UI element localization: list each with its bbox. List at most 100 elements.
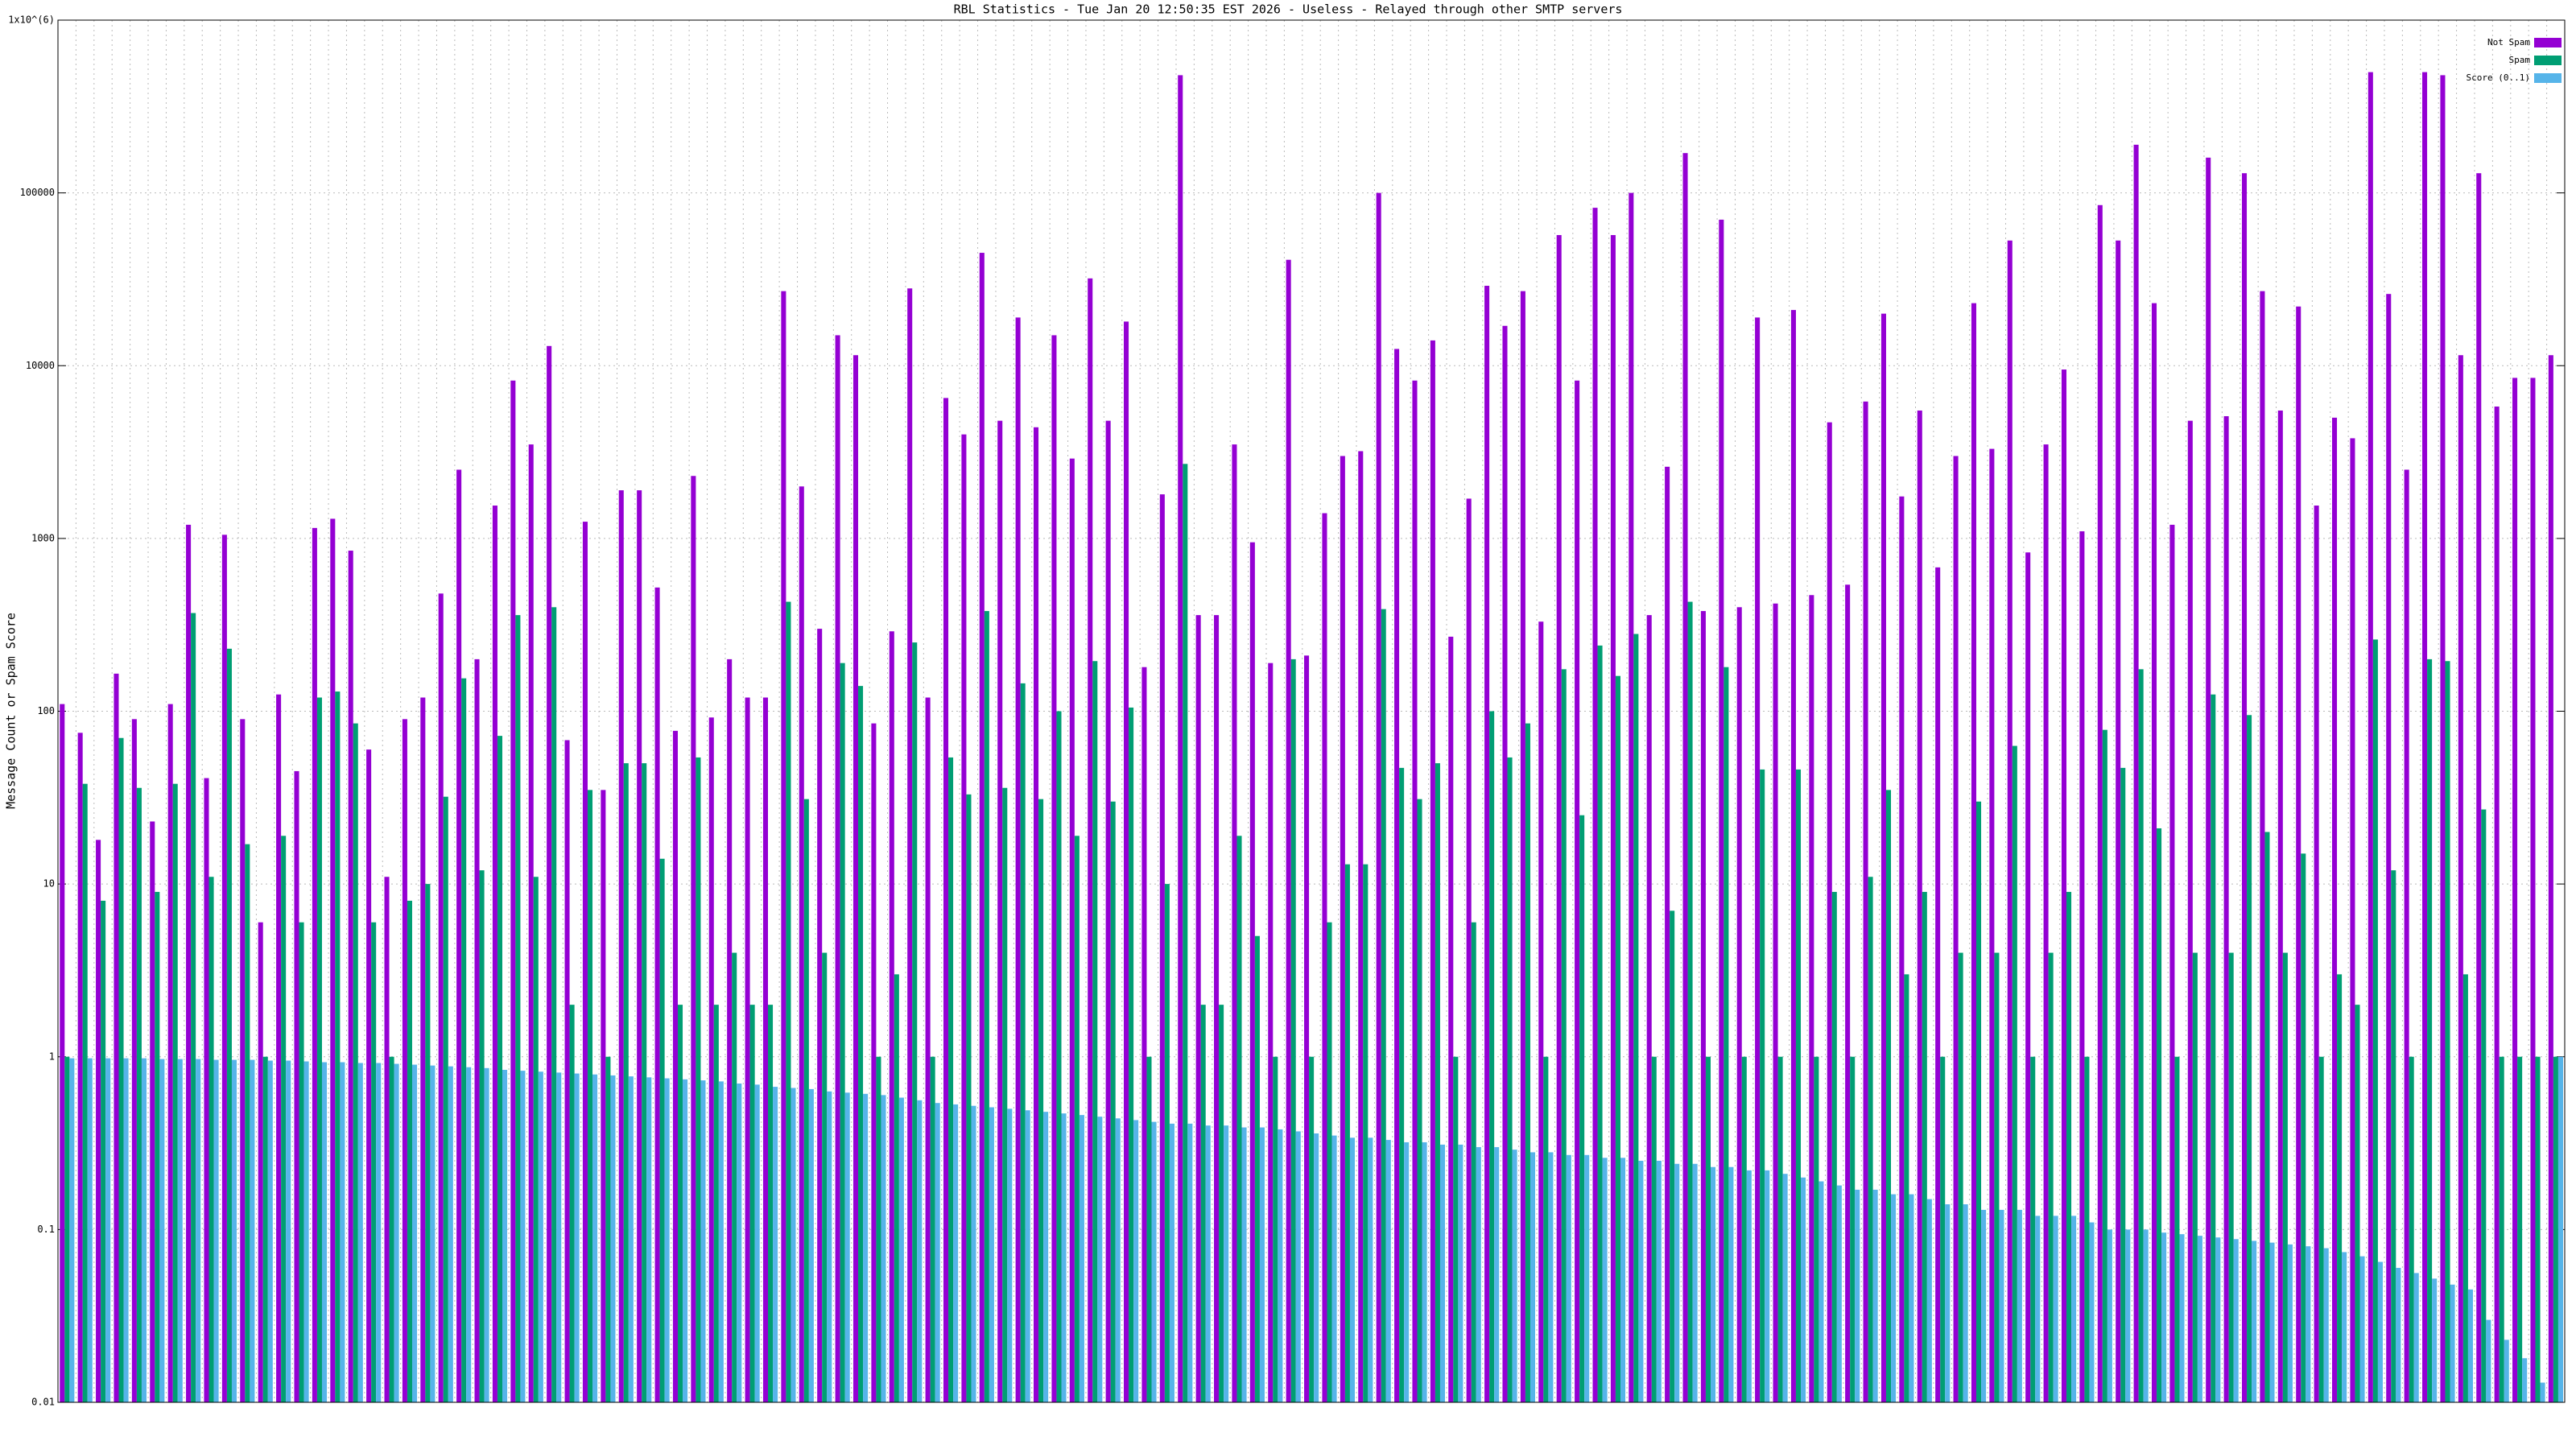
- bar: [610, 1075, 616, 1402]
- bar: [1710, 1166, 1716, 1402]
- bar: [1953, 456, 1959, 1402]
- bar: [2404, 469, 2409, 1403]
- bar: [538, 1071, 543, 1402]
- bar: [1687, 601, 1693, 1402]
- bar: [2553, 1056, 2558, 1402]
- y-tick-label: 100000: [20, 187, 55, 198]
- bar: [2377, 1261, 2383, 1402]
- bar: [718, 1081, 724, 1402]
- bar: [844, 1092, 850, 1402]
- bar: [1868, 877, 1873, 1402]
- bar: [515, 615, 521, 1402]
- bar: [1183, 464, 1188, 1402]
- bar: [303, 1061, 309, 1402]
- bar: [556, 1072, 562, 1402]
- bar: [411, 1064, 418, 1402]
- bar: [840, 663, 845, 1402]
- bar: [1958, 952, 1963, 1402]
- bar: [696, 757, 701, 1402]
- bar: [876, 1056, 881, 1402]
- bar: [2323, 1248, 2329, 1402]
- bar: [2174, 1056, 2180, 1402]
- bar: [677, 1005, 683, 1402]
- bar: [208, 877, 214, 1402]
- bar: [438, 593, 444, 1402]
- bar: [240, 719, 246, 1402]
- bar: [1124, 321, 1129, 1402]
- bar: [1169, 1123, 1174, 1402]
- bar: [1880, 313, 1886, 1402]
- bar: [1765, 1170, 1770, 1402]
- bar: [2530, 378, 2536, 1403]
- bar: [2504, 1340, 2509, 1402]
- bar: [1484, 286, 1490, 1403]
- bar: [1105, 420, 1111, 1402]
- bar: [1827, 422, 1832, 1402]
- bar: [2522, 1358, 2528, 1402]
- bar: [768, 1005, 774, 1402]
- bar: [574, 1073, 580, 1402]
- bar: [136, 787, 142, 1402]
- bar: [77, 733, 83, 1402]
- bar: [817, 629, 823, 1402]
- bar: [2476, 173, 2482, 1402]
- bar: [2228, 952, 2234, 1402]
- bar: [1831, 891, 1837, 1402]
- bar: [1376, 192, 1381, 1402]
- bar: [1945, 1204, 1951, 1402]
- bar: [1129, 707, 1134, 1402]
- bar: [2192, 952, 2198, 1402]
- bar: [1200, 1005, 1206, 1402]
- bar: [1646, 615, 1652, 1402]
- bar: [1736, 607, 1742, 1402]
- bar: [376, 1063, 382, 1402]
- bar: [1592, 208, 1598, 1403]
- bar: [659, 858, 665, 1402]
- bar: [953, 1104, 959, 1402]
- bar: [1439, 1144, 1446, 1402]
- y-tick-label: 0.01: [31, 1397, 55, 1408]
- bar: [827, 1091, 832, 1402]
- bar: [394, 1063, 399, 1402]
- bar: [1007, 1108, 1013, 1402]
- bar: [2125, 1229, 2131, 1402]
- bar: [2427, 658, 2433, 1402]
- bar: [1187, 1123, 1193, 1402]
- bar: [1314, 1133, 1319, 1402]
- bar: [898, 1097, 904, 1402]
- bar: [971, 1105, 976, 1402]
- bar: [2350, 438, 2355, 1402]
- bar: [2287, 1244, 2293, 1402]
- y-tick-label: 1x10^(6): [8, 14, 55, 26]
- bar: [510, 380, 516, 1403]
- bar: [1435, 763, 1440, 1402]
- bar: [123, 1058, 129, 1402]
- bar: [1845, 584, 1851, 1402]
- bar: [863, 1093, 869, 1402]
- bar: [250, 1059, 255, 1402]
- bar: [1015, 317, 1021, 1403]
- bar: [1088, 278, 1093, 1403]
- bar: [1904, 974, 1909, 1402]
- bar: [60, 704, 65, 1402]
- bar: [1146, 1056, 1152, 1402]
- bar: [1002, 787, 1008, 1402]
- bar: [2486, 1319, 2491, 1402]
- bar: [2179, 1234, 2185, 1402]
- bar: [1981, 1209, 1987, 1402]
- bar: [984, 611, 989, 1402]
- bar: [430, 1065, 436, 1402]
- bar: [1584, 1154, 1590, 1402]
- bar: [1615, 675, 1620, 1402]
- bar: [2277, 410, 2283, 1403]
- bar: [2030, 1056, 2036, 1402]
- bar: [1249, 542, 1255, 1403]
- bar: [732, 952, 737, 1402]
- bar: [1069, 458, 1075, 1402]
- bar: [141, 1058, 147, 1402]
- bar: [1025, 1110, 1030, 1402]
- bar: [1340, 456, 1345, 1402]
- bar: [1363, 864, 1368, 1402]
- bar: [1782, 1174, 1788, 1402]
- bar: [1349, 1137, 1355, 1402]
